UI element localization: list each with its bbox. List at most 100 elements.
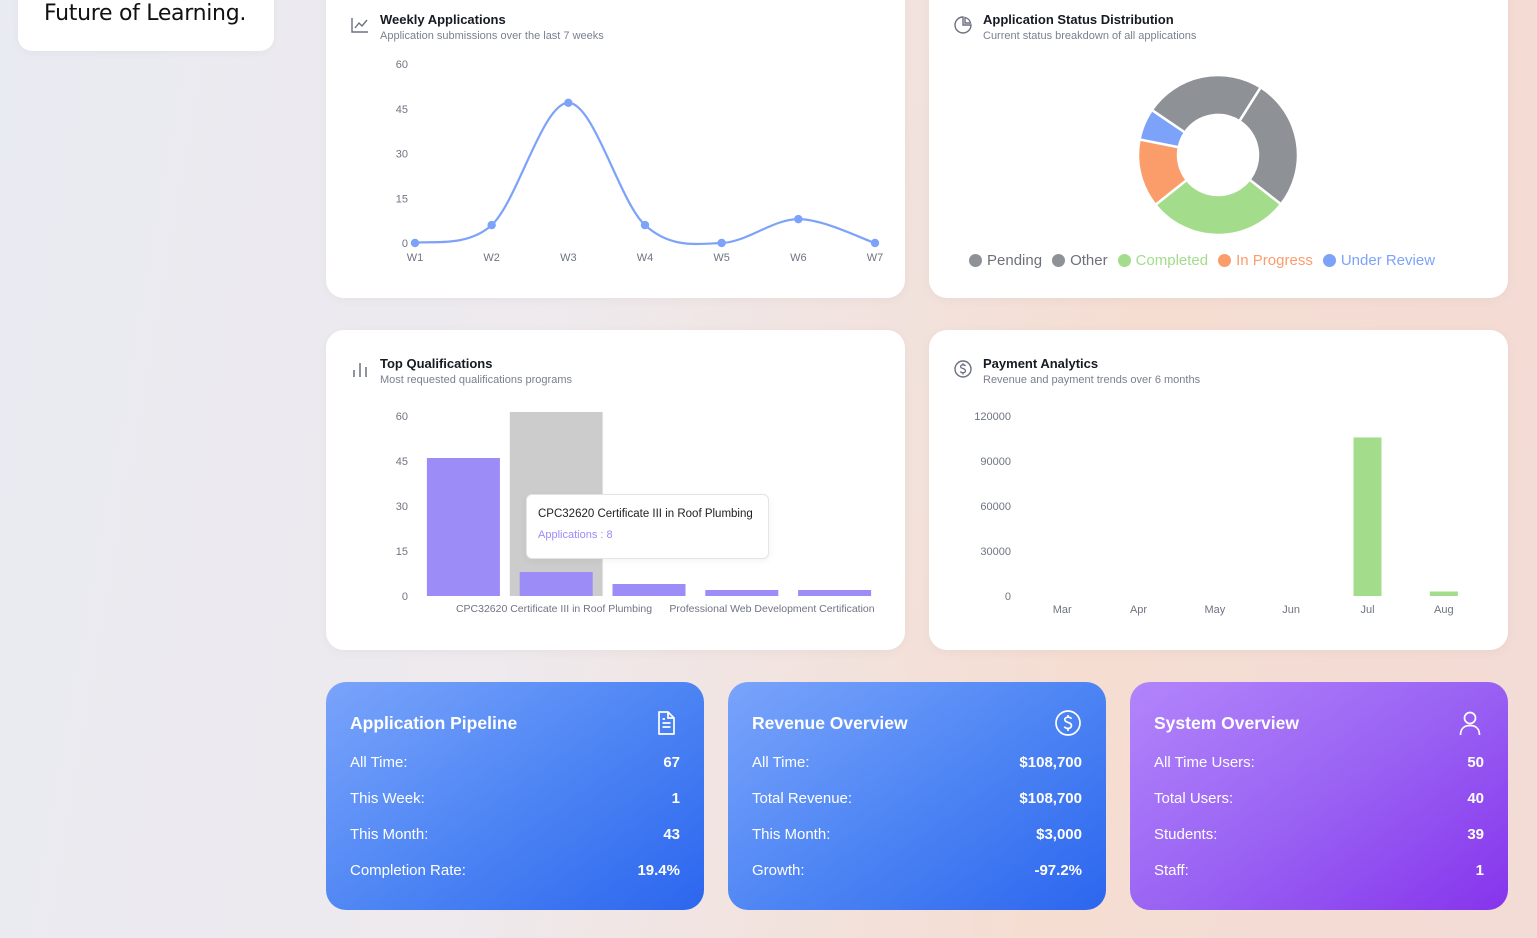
legend-item[interactable]: Completed xyxy=(1117,252,1209,269)
chart-legend: Pending Other Completed In Progress Under Re… xyxy=(969,252,1435,269)
pie-chart-icon xyxy=(954,16,972,34)
stat-rows: All Time: $108,700 Total Revenue: $108,700… xyxy=(752,754,1082,898)
user-icon xyxy=(1459,711,1481,736)
bar xyxy=(519,572,593,596)
data-point xyxy=(794,214,803,224)
pie-slice xyxy=(1153,177,1283,237)
top-qualifications-card: Top Qualifications Most requested qualif… xyxy=(326,330,905,650)
stat-value: 19.4% xyxy=(637,862,680,879)
stat-label: Total Users: xyxy=(1154,790,1234,807)
data-point xyxy=(870,238,880,248)
legend-label: Completed xyxy=(1135,252,1209,269)
payment-analytics-card: Payment Analytics Revenue and payment tr… xyxy=(929,330,1508,650)
data-point xyxy=(487,220,496,230)
card-title: Weekly Applications xyxy=(380,12,506,27)
weekly-applications-card: Weekly Applications Application submissi… xyxy=(326,0,905,298)
card-subtitle: Revenue and payment trends over 6 months xyxy=(983,374,1201,386)
y-tick-label: 30 xyxy=(396,501,408,513)
stat-value: $108,700 xyxy=(1019,754,1082,771)
legend-item[interactable]: In Progress xyxy=(1218,252,1313,269)
legend-dot xyxy=(1117,254,1131,267)
weekly-line-chart: 0 15 30 45 60 W1 W2 W3 W4 W5 W6 W7 xyxy=(396,59,884,264)
y-tick-label: 90000 xyxy=(980,456,1011,468)
data-point xyxy=(410,238,420,248)
bar xyxy=(1353,437,1382,596)
legend-item[interactable]: Pending xyxy=(969,252,1042,269)
x-tick-label: W4 xyxy=(637,252,654,264)
x-tick-label: W3 xyxy=(560,252,577,264)
bar xyxy=(1429,591,1458,596)
card-subtitle: Current status breakdown of all applicat… xyxy=(983,30,1197,42)
legend-label: Other xyxy=(1070,252,1108,269)
application-pipeline-card: Application Pipeline All Time: 67 This We… xyxy=(326,682,704,910)
x-tick-label: Jun xyxy=(1282,604,1300,616)
pie-slice xyxy=(1138,108,1187,149)
stat-label: All Time: xyxy=(752,754,810,771)
status-donut-chart xyxy=(1136,73,1300,237)
y-tick-label: 60 xyxy=(396,59,408,71)
stat-value: 40 xyxy=(1467,790,1484,807)
y-tick-label: 0 xyxy=(402,238,408,250)
legend-dot xyxy=(1218,254,1232,267)
legend-label: Under Review xyxy=(1340,252,1436,269)
qualifications-bar-chart: 0 15 30 45 60 CPC32620 Certificate III in Roo… xyxy=(396,411,875,615)
y-tick-label: 15 xyxy=(396,193,408,205)
stat-label: Growth: xyxy=(752,862,805,879)
stat-label: Students: xyxy=(1154,826,1218,843)
stat-label: This Month: xyxy=(752,826,831,843)
x-tick-label: Aug xyxy=(1434,604,1454,616)
stat-label: This Week: xyxy=(350,790,425,807)
stat-row: All Time Users: 50 xyxy=(1154,754,1484,790)
brand-tagline: Future of Learning. xyxy=(44,1,247,26)
stat-row: This Month: $3,000 xyxy=(752,826,1082,862)
card-title: Payment Analytics xyxy=(983,356,1099,371)
stat-value: $108,700 xyxy=(1019,790,1082,807)
stat-title: Application Pipeline xyxy=(350,712,518,733)
data-point xyxy=(717,238,726,248)
data-point xyxy=(564,98,573,107)
stat-value: 67 xyxy=(663,754,680,771)
legend-item[interactable]: Other xyxy=(1052,252,1108,269)
stat-label: All Time: xyxy=(350,754,408,771)
revenue-overview-card: Revenue Overview All Time: $108,700 Total… xyxy=(728,682,1106,910)
stat-label: This Month: xyxy=(350,826,429,843)
x-tick-label: W2 xyxy=(483,252,500,264)
line-chart-icon xyxy=(351,18,368,33)
x-tick-label: Apr xyxy=(1130,604,1147,616)
bar-chart-icon xyxy=(353,363,367,377)
stat-title: System Overview xyxy=(1154,712,1299,733)
legend-dot xyxy=(969,254,982,267)
stat-label: Completion Rate: xyxy=(350,862,466,879)
stat-value: $3,000 xyxy=(1036,826,1082,843)
stat-row: Students: 39 xyxy=(1154,826,1484,862)
tooltip-value: Applications : 8 xyxy=(538,529,613,541)
payment-bar-chart: 0 30000 60000 90000 120000 Mar Apr May Jun Jul Aug xyxy=(974,411,1458,616)
status-distribution-card: Application Status Distribution Current … xyxy=(929,0,1508,298)
stat-rows: All Time: 67 This Week: 1 This Month: 43 Co… xyxy=(350,754,680,898)
x-tick-label: Professional Web Development Certificati… xyxy=(669,603,874,615)
chart-tooltip: CPC32620 Certificate III in Roof Plumbin… xyxy=(526,494,769,559)
bar xyxy=(612,584,686,596)
y-tick-label: 0 xyxy=(402,591,408,603)
x-tick-label: W1 xyxy=(407,252,424,264)
stat-row: All Time: 67 xyxy=(350,754,680,790)
pie-slice xyxy=(1150,73,1263,135)
bar xyxy=(426,458,500,596)
legend-dot xyxy=(1052,254,1066,267)
stat-rows: All Time Users: 50 Total Users: 40 Student… xyxy=(1154,754,1484,898)
dollar-circle-icon xyxy=(954,360,972,378)
legend-item[interactable]: Under Review xyxy=(1322,252,1436,269)
x-tick-label: Jul xyxy=(1360,604,1374,616)
dollar-circle-icon xyxy=(1055,710,1081,736)
stat-value: -97.2% xyxy=(1034,862,1082,879)
stat-label: Total Revenue: xyxy=(752,790,853,807)
stat-value: 1 xyxy=(1475,862,1484,879)
x-tick-label: May xyxy=(1204,604,1225,616)
x-tick-label: CPC32620 Certificate III in Roof Plumbin… xyxy=(456,603,652,615)
x-tick-label: W5 xyxy=(713,252,730,264)
stat-value: 43 xyxy=(663,826,680,843)
y-tick-label: 0 xyxy=(1005,591,1011,603)
y-tick-label: 120000 xyxy=(974,411,1011,423)
legend-label: Pending xyxy=(987,252,1043,269)
stat-label: All Time Users: xyxy=(1154,754,1255,771)
